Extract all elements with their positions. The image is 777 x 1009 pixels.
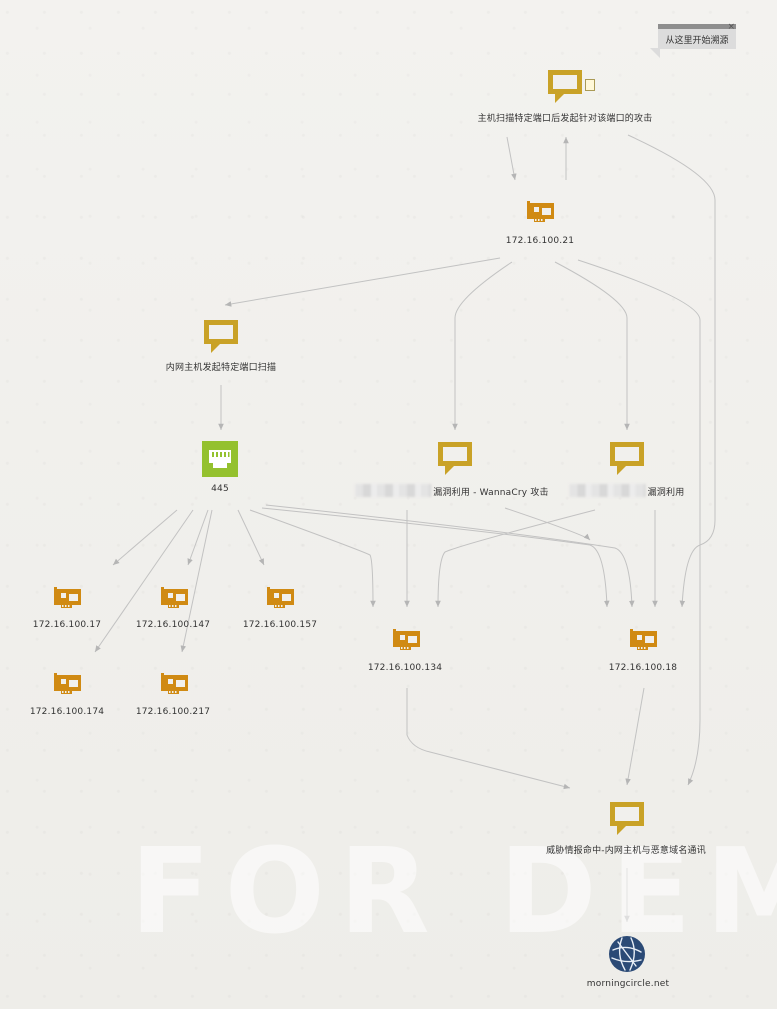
edge-host21-to-wannacry <box>452 261 513 430</box>
globe-icon <box>609 936 645 972</box>
edge-134-to-threat <box>406 688 571 790</box>
network-card-icon <box>54 673 81 694</box>
host-147-label: 172.16.100.147 <box>135 620 211 630</box>
chat-icon <box>610 802 644 835</box>
host-134-node[interactable] <box>392 627 422 657</box>
event-internal-scan-label: 内网主机发起特定端口扫描 <box>165 363 277 373</box>
host-157-label: 172.16.100.157 <box>242 620 318 630</box>
port-445-label: 445 <box>211 484 229 494</box>
event-wannacry-label: 漏洞利用 - WannaCry 攻击 <box>355 484 549 498</box>
host-217-label: 172.16.100.217 <box>135 707 211 717</box>
edge-445-to-17 <box>112 509 178 566</box>
network-card-icon <box>161 673 188 694</box>
host-217-node[interactable] <box>160 671 190 701</box>
edge-18-to-threat <box>625 687 645 786</box>
host-21-node[interactable] <box>526 199 556 229</box>
domain-node[interactable] <box>608 935 646 977</box>
trace-start-tooltip: 从这里开始溯源 × <box>650 22 736 58</box>
event-exploit-text: 漏洞利用 <box>647 488 685 498</box>
tooltip-tail <box>650 48 660 58</box>
document-icon[interactable] <box>585 79 595 91</box>
host-174-node[interactable] <box>53 671 83 701</box>
edge-host21-to-threat <box>577 259 701 786</box>
chat-icon <box>548 70 582 103</box>
edge-host21-to-internal-scan <box>224 257 501 307</box>
event-scan-attack-node[interactable] <box>546 68 584 110</box>
domain-label: morningcircle.net <box>586 979 670 989</box>
edge-event-to-host18 <box>627 134 716 608</box>
network-card-icon <box>161 587 188 608</box>
edge-445-to-147 <box>187 509 209 566</box>
event-scan-attack-label: 主机扫描特定端口后发起针对该端口的攻击 <box>477 114 653 124</box>
event-threat-intel-node[interactable] <box>608 800 646 842</box>
host-157-node[interactable] <box>266 585 296 615</box>
watermark: FOR DEMO US <box>130 822 777 960</box>
port-445-node[interactable] <box>202 441 238 481</box>
host-134-label: 172.16.100.134 <box>367 663 443 673</box>
redacted-text <box>355 484 432 497</box>
edge-445-to-18b <box>265 504 635 608</box>
edge-host21-to-exploit <box>554 261 630 430</box>
chat-icon <box>438 442 472 475</box>
event-threat-intel-label: 威胁情报命中-内网主机与恶意域名通讯 <box>546 846 706 856</box>
network-card-icon <box>630 629 657 650</box>
host-17-node[interactable] <box>53 585 83 615</box>
edge-445-to-18a <box>261 507 610 608</box>
event-wannacry-node[interactable] <box>436 440 474 482</box>
edge-445-to-217 <box>180 509 213 653</box>
network-card-icon <box>527 201 554 222</box>
network-card-icon <box>54 587 81 608</box>
tooltip-text: 从这里开始溯源 <box>665 36 729 46</box>
event-wannacry-text: 漏洞利用 - WannaCry 攻击 <box>433 488 549 498</box>
edge-445-to-134 <box>249 509 376 608</box>
ethernet-port-icon <box>202 441 238 477</box>
event-internal-scan-node[interactable] <box>202 318 240 360</box>
host-18-node[interactable] <box>629 627 659 657</box>
host-147-node[interactable] <box>160 585 190 615</box>
event-exploit-node[interactable] <box>608 440 646 482</box>
host-17-label: 172.16.100.17 <box>32 620 102 630</box>
host-174-label: 172.16.100.174 <box>29 707 105 717</box>
host-21-label: 172.16.100.21 <box>505 236 575 246</box>
redacted-text <box>569 484 646 497</box>
edge-445-to-174 <box>94 509 194 653</box>
host-18-label: 172.16.100.18 <box>608 663 678 673</box>
edge-wannacry-to-18 <box>504 507 591 541</box>
chat-icon <box>610 442 644 475</box>
network-card-icon <box>393 629 420 650</box>
edge-exploit-to-134 <box>435 509 596 608</box>
network-card-icon <box>267 587 294 608</box>
edge-event-to-host21 <box>506 136 517 181</box>
event-exploit-label: 漏洞利用 <box>569 484 685 498</box>
chat-icon <box>204 320 238 353</box>
edge-445-to-157 <box>237 509 265 566</box>
close-icon[interactable]: × <box>727 22 735 32</box>
